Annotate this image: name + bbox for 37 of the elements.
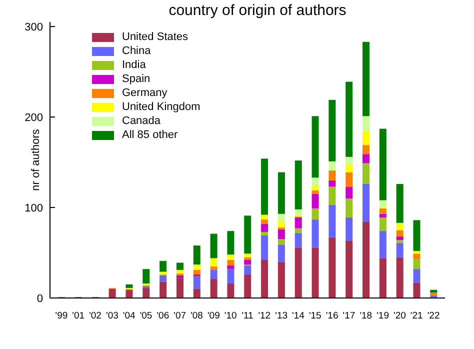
x-tick-label: '17 bbox=[342, 310, 356, 322]
x-tick-label: '20 bbox=[394, 310, 406, 322]
chart-title: country of origin of authors bbox=[168, 2, 348, 19]
x-tick-label: '14 bbox=[292, 310, 304, 322]
x-tick-label: '11 bbox=[242, 310, 254, 322]
legend-label: Germany bbox=[122, 86, 168, 100]
x-tick-label: '03 bbox=[106, 310, 118, 322]
y-tick-label: 200 bbox=[24, 112, 43, 124]
x-tick-label: '08 bbox=[190, 310, 203, 322]
y-tick-label: 300 bbox=[24, 21, 43, 34]
x-tick-label: '16 bbox=[326, 310, 338, 322]
x-tick-label: '19 bbox=[376, 310, 389, 322]
legend-label: United Kingdom bbox=[122, 100, 200, 114]
x-tick-label: '22 bbox=[427, 310, 440, 322]
legend-label: United States bbox=[122, 30, 188, 44]
x-tick-label: '09 bbox=[207, 310, 220, 322]
x-tick-label: '05 bbox=[140, 310, 152, 322]
legend-label: Spain bbox=[122, 72, 150, 86]
x-tick-label: '12 bbox=[258, 310, 271, 322]
y-tick-label: 0 bbox=[36, 292, 43, 305]
x-tick-label: '21 bbox=[410, 310, 423, 322]
y-tick-label: 100 bbox=[24, 202, 43, 214]
legend-label: China bbox=[122, 44, 151, 58]
x-tick-label: '06 bbox=[156, 310, 170, 322]
x-tick-label: '02 bbox=[89, 310, 102, 322]
x-tick-label: '10 bbox=[224, 310, 237, 322]
y-axis-title: nr of authors bbox=[30, 129, 42, 191]
legend-label: Canada bbox=[122, 114, 161, 128]
legend-label: India bbox=[122, 58, 146, 72]
x-tick-label: '15 bbox=[308, 310, 322, 322]
x-tick-label: '07 bbox=[174, 310, 186, 322]
legend-label: All 85 other bbox=[122, 128, 178, 142]
x-tick-label: '99 bbox=[55, 310, 68, 322]
x-tick-label: '13 bbox=[275, 310, 288, 322]
x-tick-label: '18 bbox=[360, 310, 372, 322]
x-tick-label: '01 bbox=[72, 310, 85, 322]
x-tick-label: '04 bbox=[122, 310, 136, 322]
